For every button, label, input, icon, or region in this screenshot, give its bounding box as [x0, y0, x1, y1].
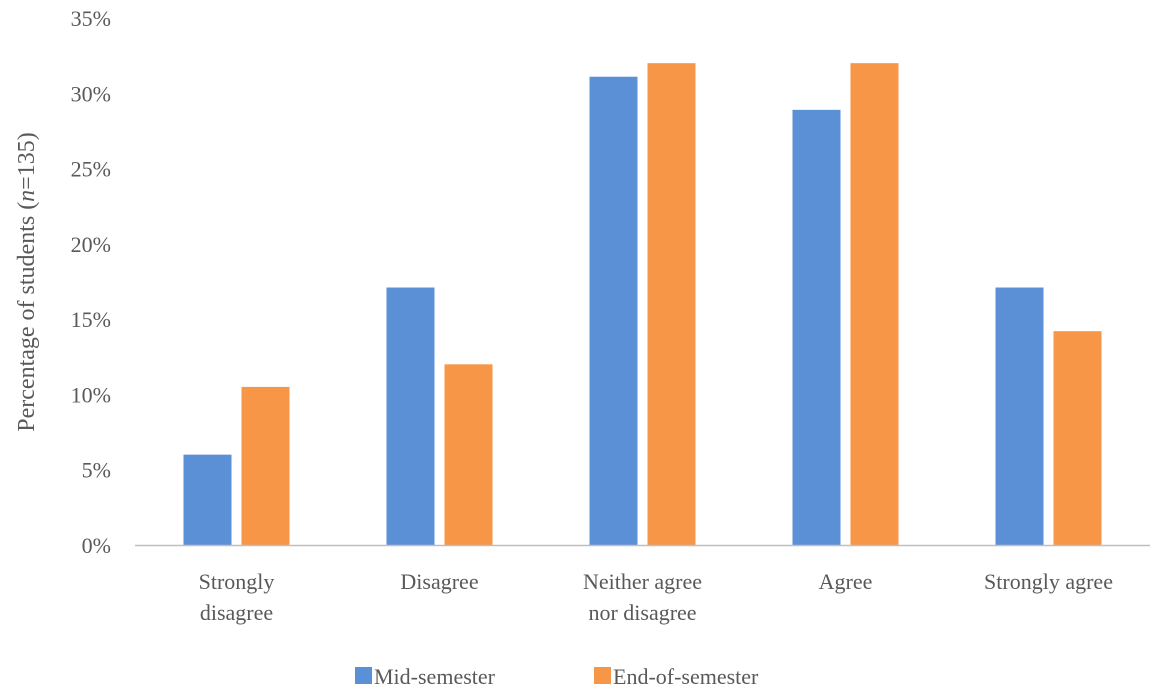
- y-axis-title: Percentage of students (n=135): [14, 132, 40, 431]
- bar-mid-semester: [792, 109, 841, 545]
- x-category-label: Neither agree nor disagree: [583, 569, 702, 625]
- x-category-label-line: nor disagree: [588, 600, 696, 625]
- bar-mid-semester: [183, 454, 232, 545]
- bar-end-of-semester: [241, 386, 290, 545]
- bar-mid-semester: [589, 76, 638, 546]
- x-category-label: Strongly agree: [984, 569, 1113, 594]
- x-category-label: Agree: [819, 569, 873, 594]
- bar-end-of-semester: [850, 63, 899, 546]
- legend-label: End-of-semester: [613, 664, 759, 689]
- y-axis-title-part: =135): [14, 132, 40, 190]
- y-tick-label: 30%: [71, 81, 111, 106]
- bar-mid-semester: [995, 287, 1044, 545]
- y-tick-label: 10%: [71, 382, 111, 407]
- bar-mid-semester: [386, 287, 435, 545]
- x-category-label-line: Strongly agree: [984, 569, 1113, 594]
- y-tick-label: 20%: [71, 232, 111, 257]
- legend-swatch: [594, 667, 611, 684]
- bar-end-of-semester: [647, 63, 696, 546]
- x-category-label-line: Agree: [819, 569, 873, 594]
- legend-label: Mid-semester: [374, 664, 496, 689]
- legend-swatch: [355, 667, 372, 684]
- y-axis-title-part: n: [14, 190, 40, 202]
- y-tick-label: 25%: [71, 157, 111, 182]
- y-tick-label: 0%: [82, 533, 111, 558]
- y-axis-title-part: Percentage of students (: [14, 202, 40, 432]
- y-tick-label: 35%: [71, 6, 111, 31]
- x-category-label-line: disagree: [200, 600, 273, 625]
- x-category-label: Strongly disagree: [199, 569, 275, 625]
- x-category-label-line: Disagree: [400, 569, 478, 594]
- x-category-label-line: Strongly: [199, 569, 275, 594]
- x-category-label: Disagree: [400, 569, 478, 594]
- bar-end-of-semester: [444, 364, 493, 545]
- x-category-label-line: Neither agree: [583, 569, 702, 594]
- y-tick-label: 15%: [71, 307, 111, 332]
- bar-end-of-semester: [1053, 331, 1102, 545]
- y-tick-label: 5%: [82, 458, 111, 483]
